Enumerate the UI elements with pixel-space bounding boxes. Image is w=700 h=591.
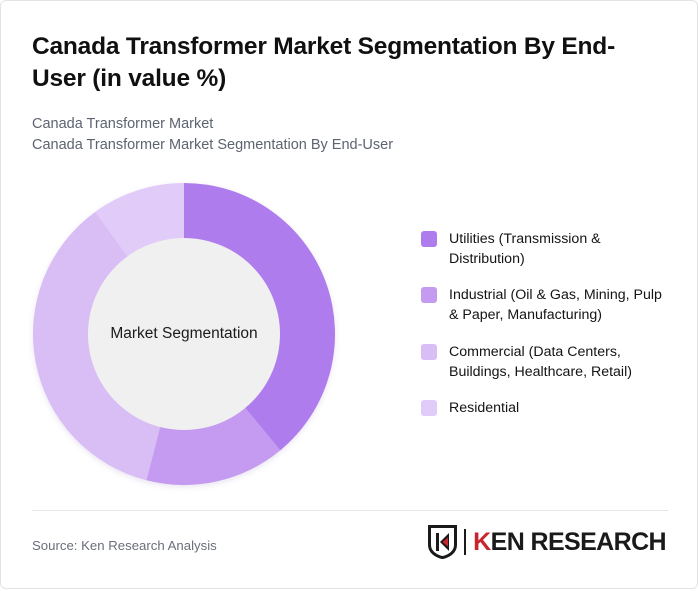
page-title: Canada Transformer Market Segmentation B… — [32, 33, 616, 92]
legend-swatch-icon — [421, 343, 437, 360]
legend-item[interactable]: Residential — [421, 398, 671, 418]
legend-item[interactable]: Utilities (Transmission & Distribution) — [421, 229, 671, 269]
legend-item[interactable]: Industrial (Oil & Gas, Mining, Pulp & Pa… — [421, 285, 671, 325]
legend-item[interactable]: Commercial (Data Centers, Buildings, Hea… — [421, 342, 671, 382]
logo-wordmark-accent: K — [473, 527, 491, 556]
donut-chart: Market Segmentation — [33, 183, 335, 485]
source-note: Source: Ken Research Analysis — [32, 538, 217, 553]
legend-swatch-icon — [421, 399, 437, 416]
footer-divider — [32, 510, 668, 511]
subtitle-segmentation: Canada Transformer Market Segmentation B… — [32, 137, 394, 153]
chart-legend: Utilities (Transmission & Distribution) I… — [421, 229, 671, 434]
legend-swatch-icon — [421, 287, 437, 304]
logo-divider — [464, 529, 467, 555]
legend-item-label: Utilities (Transmission & Distribution) — [449, 231, 601, 268]
logo-wordmark-rest: EN RESEARCH — [490, 527, 667, 556]
ken-research-logo: KEN RESEARCH — [428, 525, 667, 559]
donut-chart-svg — [33, 183, 335, 485]
donut-hole — [88, 238, 280, 430]
legend-swatch-icon — [421, 231, 437, 247]
legend-item-label: Residential — [449, 399, 520, 416]
subtitle-market-name: Canada Transformer Market — [32, 116, 214, 132]
logo-wordmark: KEN RESEARCH — [473, 528, 666, 557]
ken-research-shield-icon — [428, 525, 458, 559]
legend-item-label: Industrial (Oil & Gas, Mining, Pulp & Pa… — [449, 287, 662, 324]
legend-item-label: Commercial (Data Centers, Buildings, Hea… — [449, 343, 632, 380]
